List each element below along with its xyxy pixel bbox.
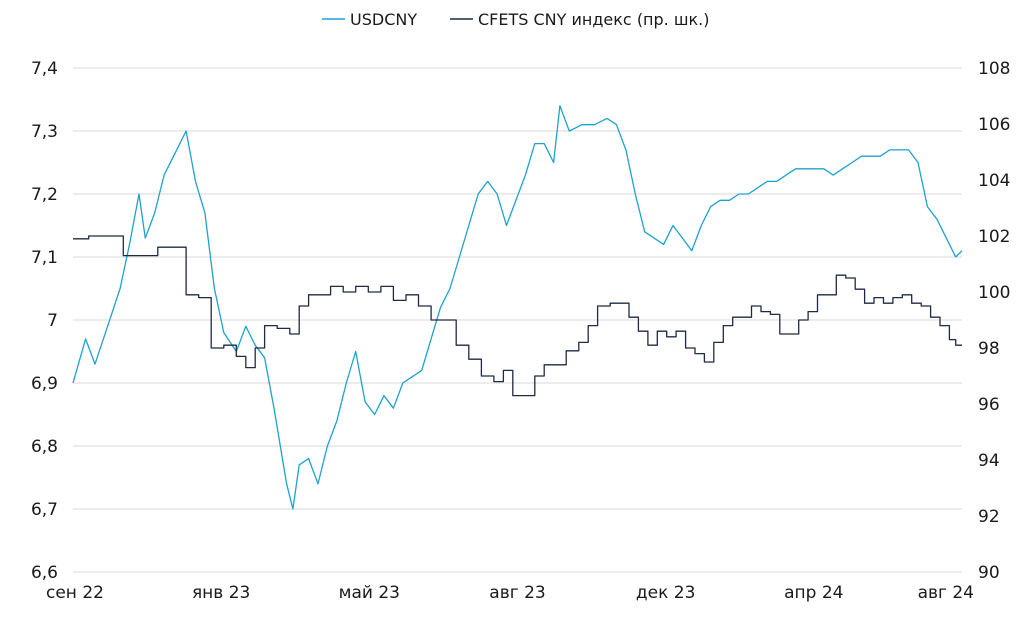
left-tick-label: 6,7 [31, 500, 58, 520]
right-tick-label: 108 [978, 59, 1010, 79]
left-axis-ticks: 6,6 6,7 6,8 6,9 7 7,1 7,2 7,3 7,4 [31, 59, 58, 583]
x-tick-label: май 23 [339, 583, 400, 603]
left-tick-label: 7,3 [31, 122, 58, 142]
right-tick-label: 98 [978, 339, 1000, 359]
right-tick-label: 106 [978, 115, 1010, 135]
right-tick-label: 96 [978, 395, 1000, 415]
right-tick-label: 100 [978, 283, 1010, 303]
right-tick-label: 102 [978, 227, 1010, 247]
x-tick-label: янв 23 [192, 583, 250, 603]
series-line-usdcny [72, 105, 963, 510]
legend-label-usdcny: USDCNY [350, 10, 417, 29]
x-tick-label: сен 22 [46, 583, 104, 603]
left-tick-label: 7,4 [31, 59, 58, 79]
legend-label-cfets: CFETS CNY индекс (пр. шк.) [478, 10, 709, 29]
right-tick-label: 92 [978, 507, 1000, 527]
x-axis-ticks: сен 22 янв 23 май 23 авг 23 дек 23 апр 24 авг … [46, 583, 974, 603]
x-tick-label: апр 24 [784, 583, 843, 603]
left-tick-label: 7,2 [31, 185, 58, 205]
x-tick-label: авг 24 [918, 583, 974, 603]
series-line-cfets [73, 235, 962, 397]
right-tick-label: 94 [978, 451, 1000, 471]
left-tick-label: 6,8 [31, 437, 58, 457]
right-tick-label: 90 [978, 563, 1000, 583]
x-tick-label: авг 23 [489, 583, 545, 603]
right-axis-ticks: 90 92 94 96 98 100 102 104 106 108 [978, 59, 1010, 583]
left-tick-label: 7,1 [31, 248, 58, 268]
left-tick-label: 7 [47, 311, 58, 331]
right-tick-label: 104 [978, 171, 1010, 191]
x-tick-label: дек 23 [636, 583, 696, 603]
left-tick-label: 6,6 [31, 563, 58, 583]
series-lines [72, 105, 963, 510]
gridlines [73, 67, 962, 573]
legend: USDCNY CFETS CNY индекс (пр. шк.) [322, 10, 709, 29]
left-tick-label: 6,9 [31, 374, 58, 394]
